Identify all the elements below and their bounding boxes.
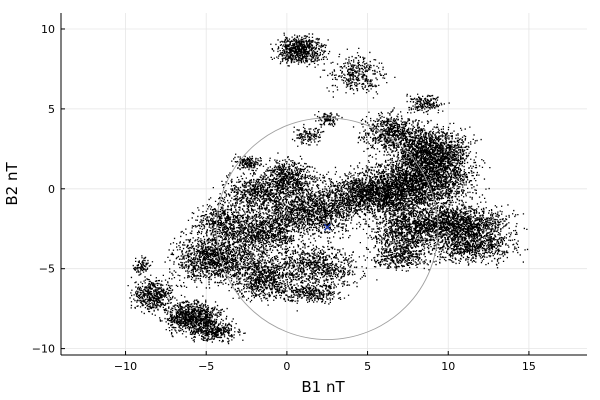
x-tick-label: −5 <box>198 360 214 373</box>
y-tick-label: 0 <box>48 183 55 196</box>
x-tick-label: 0 <box>283 360 290 373</box>
y-axis-ticks: −10 −5 0 5 10 <box>32 23 65 356</box>
scatter-points <box>127 32 529 345</box>
y-axis-label: B2 nT <box>3 162 21 206</box>
axes <box>60 13 587 356</box>
y-tick-label: −5 <box>39 263 55 276</box>
reference-circle <box>215 117 439 340</box>
x-axis-label: B1 nT <box>301 378 345 396</box>
y-tick-label: −10 <box>32 343 55 356</box>
data-points <box>127 32 529 345</box>
x-tick-label: −10 <box>114 360 137 373</box>
x-tick-label: 5 <box>364 360 371 373</box>
x-tick-label: 10 <box>441 360 455 373</box>
center-marker-stroke <box>323 223 331 231</box>
x-tick-label: 15 <box>522 360 536 373</box>
x-axis-ticks: −10 −5 0 5 10 15 <box>114 351 536 373</box>
y-tick-label: 5 <box>48 103 55 116</box>
y-tick-label: 10 <box>41 23 55 36</box>
center-marker <box>323 223 331 231</box>
